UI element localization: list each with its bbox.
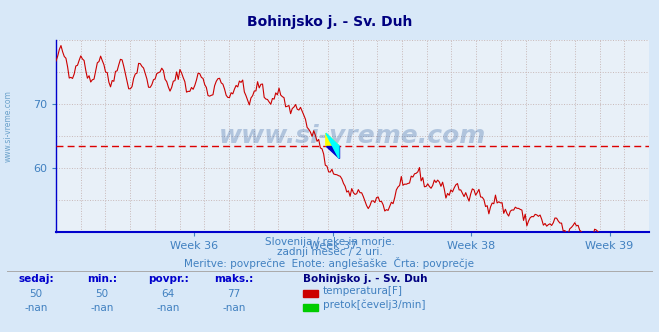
Text: 50: 50 xyxy=(30,289,43,299)
Text: www.si-vreme.com: www.si-vreme.com xyxy=(3,90,13,162)
Text: Meritve: povprečne  Enote: anglešaške  Črta: povprečje: Meritve: povprečne Enote: anglešaške Črt… xyxy=(185,257,474,269)
Text: sedaj:: sedaj: xyxy=(18,274,54,284)
Text: min.:: min.: xyxy=(87,274,117,284)
Polygon shape xyxy=(326,133,339,158)
Text: maks.:: maks.: xyxy=(214,274,254,284)
Text: -nan: -nan xyxy=(24,303,48,313)
Text: Bohinjsko j. - Sv. Duh: Bohinjsko j. - Sv. Duh xyxy=(303,274,428,284)
Text: -nan: -nan xyxy=(156,303,180,313)
Polygon shape xyxy=(326,133,339,146)
Text: www.si-vreme.com: www.si-vreme.com xyxy=(219,124,486,148)
Text: 64: 64 xyxy=(161,289,175,299)
Text: povpr.:: povpr.: xyxy=(148,274,188,284)
Text: Slovenija / reke in morje.: Slovenija / reke in morje. xyxy=(264,237,395,247)
Text: -nan: -nan xyxy=(90,303,114,313)
Text: -nan: -nan xyxy=(222,303,246,313)
Text: 50: 50 xyxy=(96,289,109,299)
Text: Bohinjsko j. - Sv. Duh: Bohinjsko j. - Sv. Duh xyxy=(247,15,412,29)
Text: 77: 77 xyxy=(227,289,241,299)
Text: temperatura[F]: temperatura[F] xyxy=(323,286,403,295)
Text: pretok[čevelj3/min]: pretok[čevelj3/min] xyxy=(323,300,426,310)
Text: zadnji mesec / 2 uri.: zadnji mesec / 2 uri. xyxy=(277,247,382,257)
Polygon shape xyxy=(326,146,339,158)
